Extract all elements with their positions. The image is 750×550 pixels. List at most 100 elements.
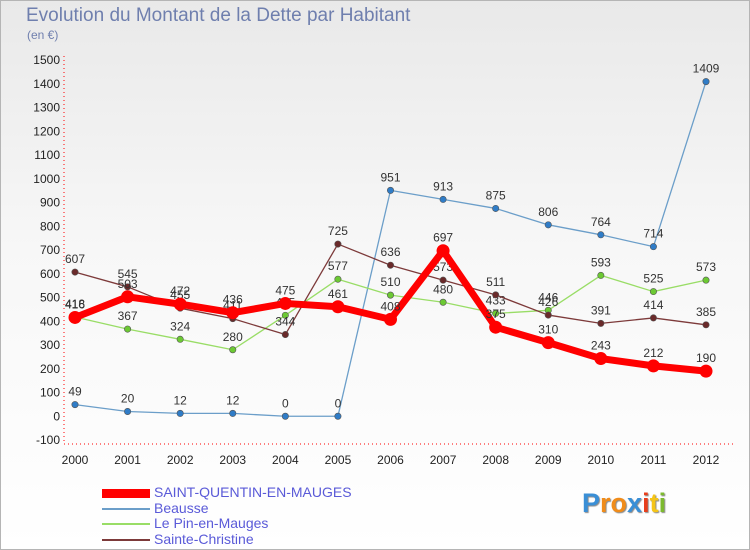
data-label-le-pin-en-mauges: 480 <box>433 282 453 296</box>
data-label-saint-quentin-en-mauges: 475 <box>275 283 295 297</box>
data-point-beausse <box>544 221 552 229</box>
data-label-saint-quentin-en-mauges: 472 <box>170 284 190 298</box>
legend-label: Le Pin-en-Mauges <box>154 515 269 531</box>
data-point-le-pin-en-mauges <box>229 346 237 354</box>
data-point-beausse <box>439 195 447 203</box>
data-point-sainte-christine <box>334 240 342 248</box>
y-tick-label: 100 <box>40 386 60 400</box>
legend-swatch <box>102 489 150 498</box>
y-tick-label: 500 <box>40 291 60 305</box>
data-label-beausse: 1409 <box>693 62 720 76</box>
data-label-le-pin-en-mauges: 280 <box>223 330 243 344</box>
data-point-sainte-christine <box>649 314 657 322</box>
data-point-le-pin-en-mauges <box>386 291 394 299</box>
y-tick-label: 400 <box>40 314 60 328</box>
data-point-saint-quentin-en-mauges <box>173 297 187 311</box>
data-point-saint-quentin-en-mauges <box>121 290 135 304</box>
data-point-saint-quentin-en-mauges <box>226 306 240 320</box>
y-tick-label: 200 <box>40 362 60 376</box>
data-point-beausse <box>649 243 657 251</box>
data-point-saint-quentin-en-mauges <box>68 310 82 324</box>
legend-label: Beausse <box>154 500 209 516</box>
x-tick-label: 2004 <box>272 453 299 467</box>
logo-letter: i <box>642 488 650 518</box>
data-label-le-pin-en-mauges: 525 <box>643 272 663 286</box>
y-tick-label: 0 <box>53 409 60 423</box>
chart-unit: (en €) <box>27 28 59 42</box>
data-point-saint-quentin-en-mauges <box>436 244 450 258</box>
legend-swatch <box>102 523 150 525</box>
x-tick-label: 2005 <box>325 453 352 467</box>
data-label-beausse: 0 <box>282 396 289 410</box>
y-tick-label: 300 <box>40 338 60 352</box>
data-point-saint-quentin-en-mauges <box>646 359 660 373</box>
data-label-sainte-christine: 636 <box>380 245 400 259</box>
data-point-beausse <box>281 412 289 420</box>
data-label-le-pin-en-mauges: 324 <box>170 319 190 333</box>
y-tick-label: 1100 <box>34 148 60 162</box>
data-point-sainte-christine <box>492 291 500 299</box>
x-tick-label: 2002 <box>167 453 194 467</box>
data-point-beausse <box>176 409 184 417</box>
data-point-le-pin-en-mauges <box>281 311 289 319</box>
legend-swatch <box>102 539 150 541</box>
x-tick-label: 2007 <box>430 453 457 467</box>
data-point-beausse <box>702 78 710 86</box>
data-label-sainte-christine: 725 <box>328 224 348 238</box>
data-label-sainte-christine: 344 <box>275 315 295 329</box>
data-point-saint-quentin-en-mauges <box>699 364 713 378</box>
data-label-sainte-christine: 455 <box>170 288 190 302</box>
data-label-sainte-christine: 511 <box>486 275 505 289</box>
x-tick-label: 2010 <box>587 453 614 467</box>
data-point-le-pin-en-mauges <box>334 275 342 283</box>
data-label-beausse: 875 <box>486 188 506 202</box>
data-point-le-pin-en-mauges <box>492 309 500 317</box>
data-label-sainte-christine: 545 <box>118 267 138 281</box>
y-tick-label: 1300 <box>33 101 60 115</box>
y-tick-label: 1400 <box>33 77 60 91</box>
data-label-beausse: 20 <box>121 392 135 406</box>
x-tick-label: 2003 <box>219 453 246 467</box>
data-point-le-pin-en-mauges <box>124 325 132 333</box>
data-point-sainte-christine <box>386 261 394 269</box>
logo-letter: o <box>610 488 628 518</box>
y-tick-label: 1500 <box>33 53 60 67</box>
data-label-sainte-christine: 391 <box>591 303 611 317</box>
data-label-saint-quentin-en-mauges: 375 <box>486 307 506 321</box>
data-label-saint-quentin-en-mauges: 408 <box>380 299 400 313</box>
data-label-beausse: 714 <box>643 227 663 241</box>
data-label-beausse: 49 <box>68 385 82 399</box>
data-label-le-pin-en-mauges: 446 <box>538 290 558 304</box>
data-point-sainte-christine <box>544 311 552 319</box>
data-point-le-pin-en-mauges <box>439 298 447 306</box>
data-label-saint-quentin-en-mauges: 436 <box>223 293 243 307</box>
y-tick-label: 1200 <box>33 124 60 138</box>
data-point-beausse <box>229 409 237 417</box>
y-tick-label: -100 <box>36 433 60 447</box>
data-point-le-pin-en-mauges <box>702 276 710 284</box>
data-point-saint-quentin-en-mauges <box>331 300 345 314</box>
legend-swatch <box>102 508 150 510</box>
data-point-beausse <box>71 401 79 409</box>
x-tick-label: 2012 <box>693 453 720 467</box>
data-label-le-pin-en-mauges: 573 <box>696 260 716 274</box>
data-point-beausse <box>492 204 500 212</box>
data-label-beausse: 12 <box>226 393 240 407</box>
data-label-saint-quentin-en-mauges: 310 <box>538 323 558 337</box>
data-point-beausse <box>124 407 132 415</box>
data-label-sainte-christine: 385 <box>696 305 716 319</box>
data-label-beausse: 806 <box>538 205 558 219</box>
legend-label: Sainte-Christine <box>154 531 254 547</box>
data-label-saint-quentin-en-mauges: 212 <box>643 346 663 360</box>
data-label-sainte-christine: 607 <box>65 252 85 266</box>
data-label-beausse: 913 <box>433 179 453 193</box>
data-point-le-pin-en-mauges <box>597 271 605 279</box>
data-label-saint-quentin-en-mauges: 697 <box>433 231 453 245</box>
data-point-sainte-christine <box>281 331 289 339</box>
legend-label: SAINT-QUENTIN-EN-MAUGES <box>154 484 352 500</box>
data-label-beausse: 12 <box>173 393 187 407</box>
data-point-saint-quentin-en-mauges <box>278 296 292 310</box>
data-label-sainte-christine: 414 <box>643 298 663 312</box>
data-label-le-pin-en-mauges: 577 <box>328 259 348 273</box>
